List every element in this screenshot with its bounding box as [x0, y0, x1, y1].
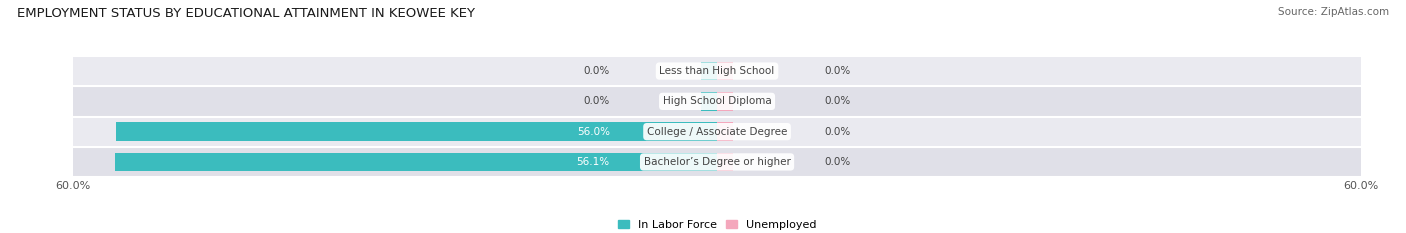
Text: Bachelor’s Degree or higher: Bachelor’s Degree or higher — [644, 157, 790, 167]
Bar — [717, 122, 733, 141]
Bar — [117, 122, 717, 141]
Text: 0.0%: 0.0% — [824, 96, 851, 106]
Bar — [717, 153, 733, 171]
Text: 0.0%: 0.0% — [583, 96, 610, 106]
Bar — [717, 62, 733, 80]
Text: 0.0%: 0.0% — [583, 66, 610, 76]
Bar — [717, 92, 733, 111]
Text: 0.0%: 0.0% — [824, 66, 851, 76]
Bar — [702, 92, 717, 111]
Text: 0.0%: 0.0% — [824, 157, 851, 167]
Bar — [702, 62, 717, 80]
Text: 0.0%: 0.0% — [824, 127, 851, 137]
Bar — [115, 153, 717, 171]
Text: Source: ZipAtlas.com: Source: ZipAtlas.com — [1278, 7, 1389, 17]
Text: 56.1%: 56.1% — [576, 157, 610, 167]
Bar — [73, 56, 1361, 86]
Text: 56.0%: 56.0% — [576, 127, 610, 137]
Text: College / Associate Degree: College / Associate Degree — [647, 127, 787, 137]
Text: Less than High School: Less than High School — [659, 66, 775, 76]
Text: High School Diploma: High School Diploma — [662, 96, 772, 106]
Legend: In Labor Force, Unemployed: In Labor Force, Unemployed — [613, 216, 821, 233]
Bar — [73, 116, 1361, 147]
Text: EMPLOYMENT STATUS BY EDUCATIONAL ATTAINMENT IN KEOWEE KEY: EMPLOYMENT STATUS BY EDUCATIONAL ATTAINM… — [17, 7, 475, 20]
Bar — [73, 147, 1361, 177]
Bar — [73, 86, 1361, 116]
